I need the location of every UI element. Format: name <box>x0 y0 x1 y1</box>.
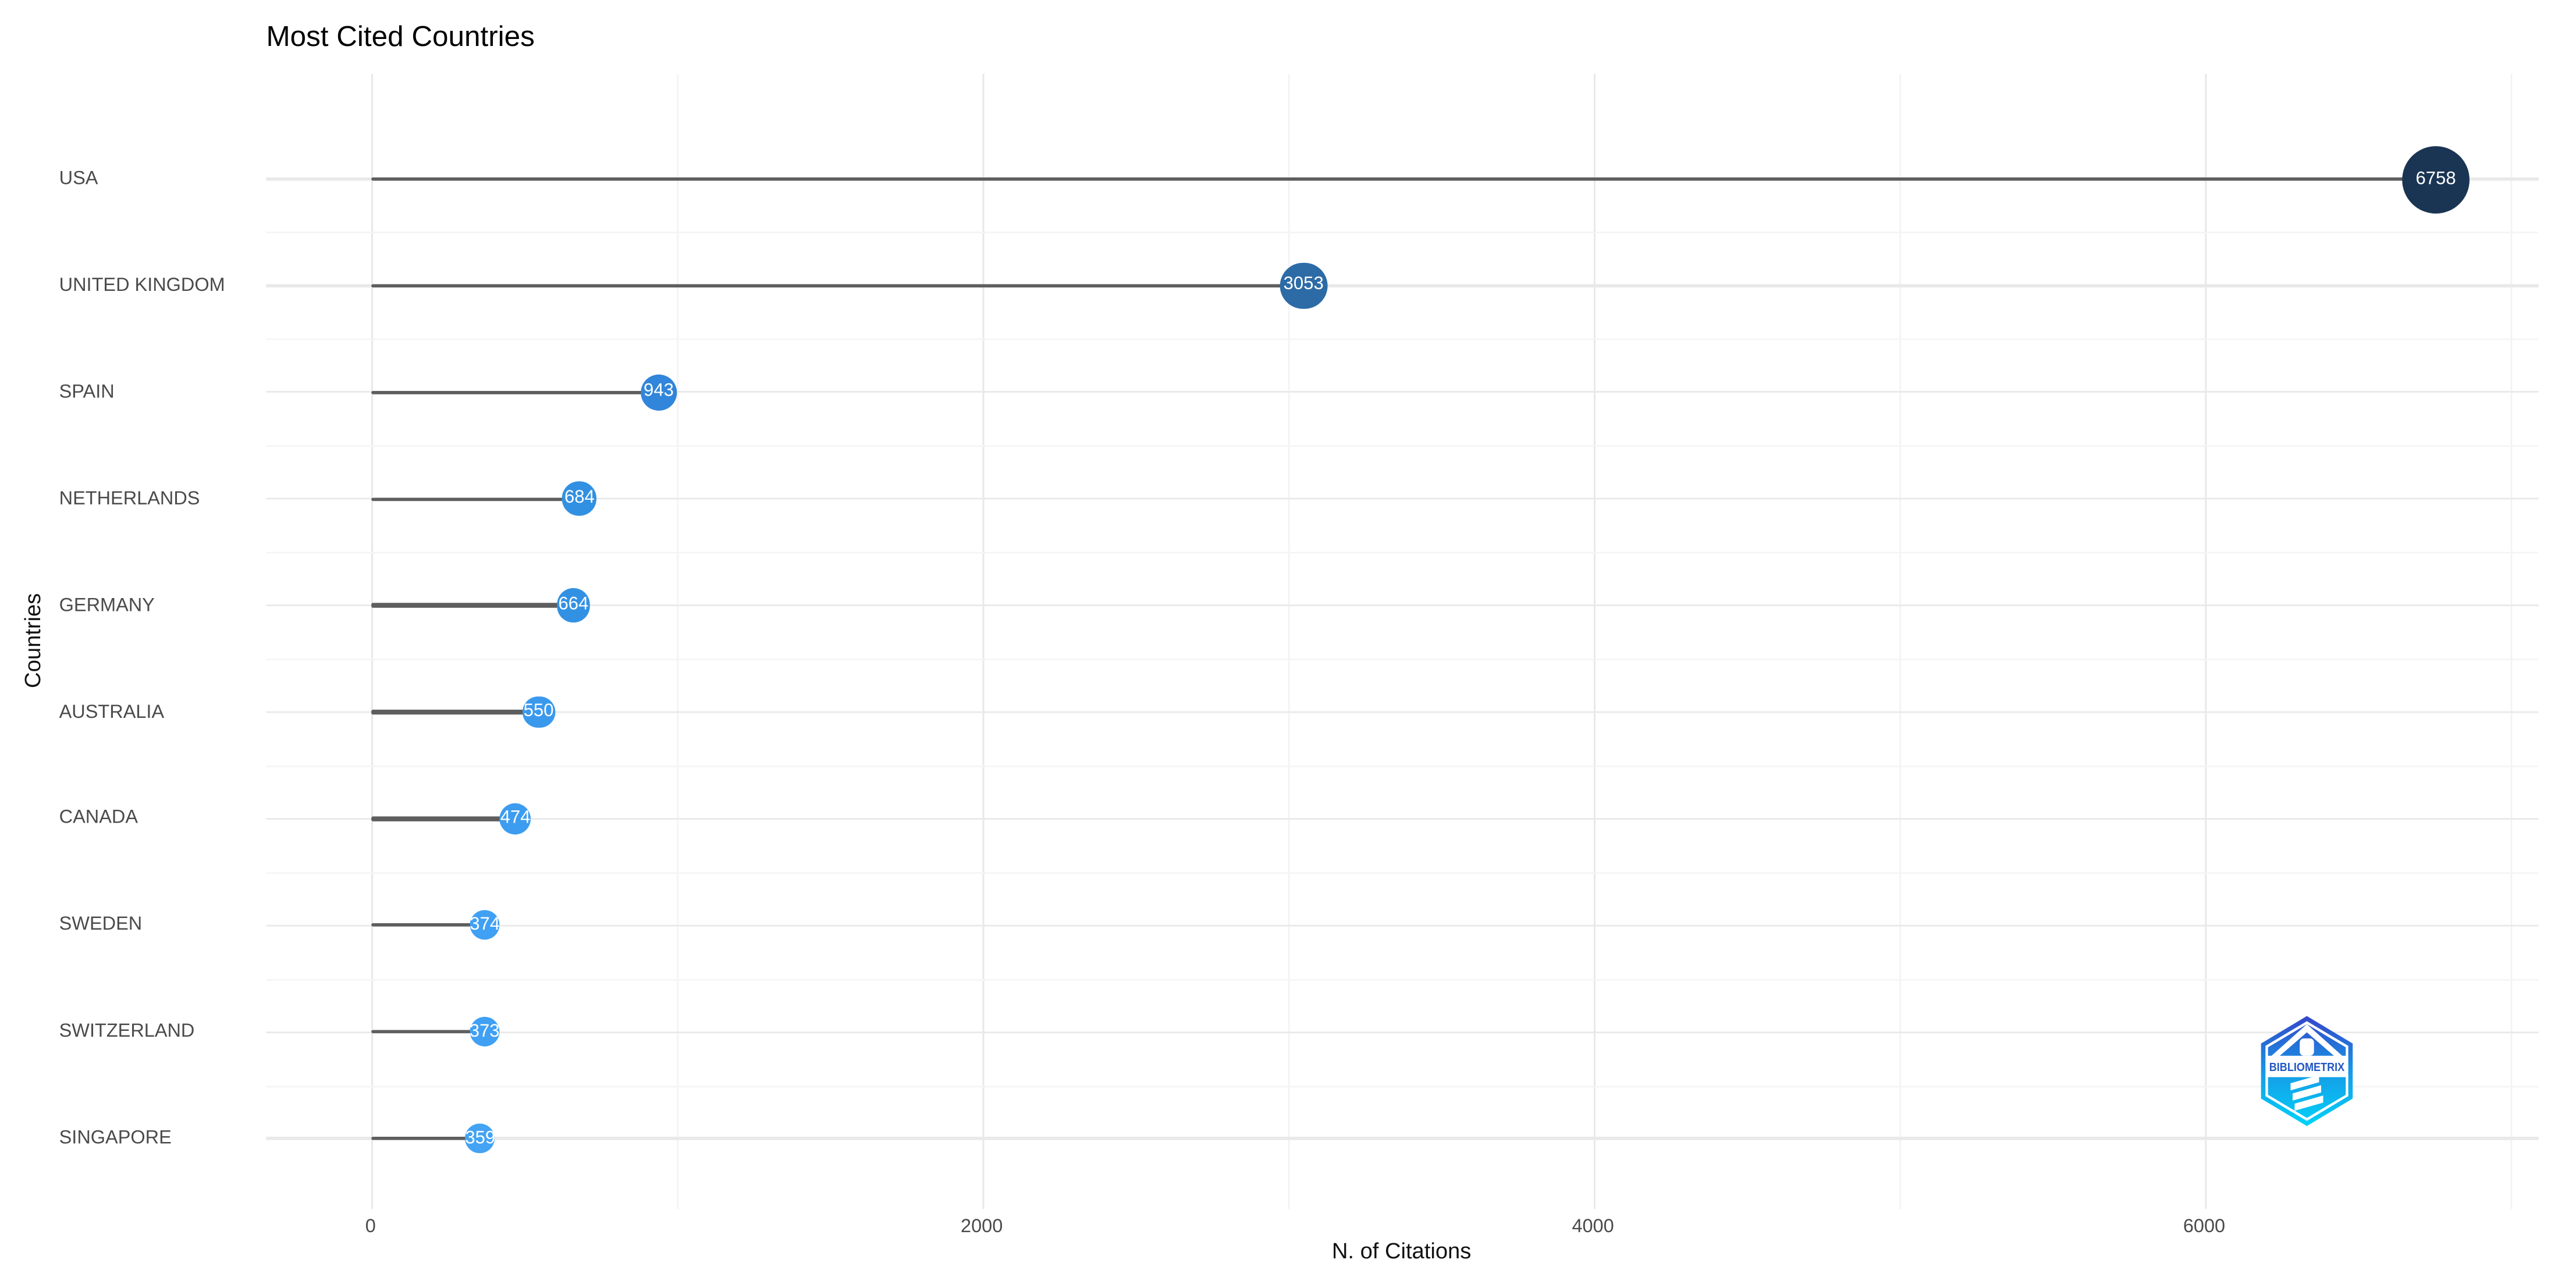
data-point-value: 474 <box>500 807 531 828</box>
data-point-value: 943 <box>644 381 674 401</box>
gridline-horizontal-major <box>266 817 2539 820</box>
gridline-horizontal-major <box>266 711 2539 714</box>
gridline-horizontal-major <box>266 1137 2539 1140</box>
logo-tower-stripe-1 <box>2290 1075 2319 1091</box>
gridline-vertical-major <box>370 74 373 1209</box>
country-label: AUSTRALIA <box>59 702 165 723</box>
gridline-vertical-major <box>982 74 985 1209</box>
data-point-bubble: 550 <box>522 696 555 728</box>
gridline-horizontal-major <box>266 604 2539 607</box>
logo-text: BIBLIOMETRIX <box>2269 1061 2345 1074</box>
gridline-vertical-minor <box>1898 74 1900 1209</box>
logo-tower-stripe-2 <box>2292 1085 2321 1101</box>
data-point-value: 664 <box>558 595 589 615</box>
lollipop-stem <box>370 603 574 608</box>
gridline-vertical-minor <box>1287 74 1289 1209</box>
data-point-value: 374 <box>470 915 500 935</box>
logo-hexagon-inner-border <box>2265 1021 2348 1121</box>
gridline-horizontal-major <box>266 284 2539 287</box>
data-point-bubble: 3053 <box>1280 262 1327 309</box>
x-tick-label: 4000 <box>1572 1217 1614 1237</box>
bibliometrix-logo: BIBLIOMETRIX <box>2261 1016 2353 1126</box>
lollipop-stem <box>370 390 659 394</box>
data-point-bubble: 684 <box>562 482 597 516</box>
lollipop-stem <box>370 497 580 501</box>
data-point-bubble: 664 <box>556 588 591 622</box>
data-point-value: 550 <box>523 701 554 721</box>
country-label: UNITED KINGDOM <box>59 276 225 296</box>
plot-panel: 6758 3053 943 684 664 550 474 374 373 359 <box>266 74 2539 1209</box>
gridline-horizontal-major <box>266 497 2539 500</box>
lollipop-stem <box>370 710 539 714</box>
x-axis-title: N. of Citations <box>1331 1239 1472 1264</box>
lollipop-stem <box>370 923 485 927</box>
data-point-bubble: 359 <box>465 1123 496 1154</box>
gridline-horizontal-minor <box>266 979 2539 981</box>
data-point-bubble: 373 <box>469 1017 500 1047</box>
gridline-horizontal-minor <box>266 659 2539 661</box>
country-label: SINGAPORE <box>59 1129 172 1149</box>
gridline-horizontal-major <box>266 1030 2539 1033</box>
x-tick-label: 6000 <box>2183 1217 2226 1237</box>
country-label: SWITZERLAND <box>59 1022 195 1042</box>
lollipop-stem <box>370 1136 481 1141</box>
data-point-value: 3053 <box>1283 275 1324 295</box>
chart-title: Most Cited Countries <box>266 19 535 53</box>
x-tick-label: 0 <box>365 1217 376 1237</box>
logo-band <box>2266 1055 2347 1077</box>
gridline-vertical-minor <box>2510 74 2512 1209</box>
lollipop-stem <box>370 817 516 821</box>
data-point-bubble: 943 <box>640 373 677 411</box>
gridline-horizontal-major <box>266 924 2539 927</box>
y-axis-title: Countries <box>20 593 45 688</box>
gridline-horizontal-major <box>266 391 2539 394</box>
gridline-vertical-major <box>1593 74 1596 1209</box>
gridline-horizontal-minor <box>266 445 2539 447</box>
gridline-horizontal-minor <box>266 339 2539 341</box>
lollipop-stem <box>370 177 2436 182</box>
data-point-value: 373 <box>469 1021 500 1041</box>
logo-tower-stripe-3 <box>2294 1095 2323 1111</box>
gridline-horizontal-minor <box>266 765 2539 767</box>
country-label: USA <box>59 169 98 189</box>
x-tick-label: 2000 <box>961 1217 1003 1237</box>
gridline-horizontal-minor <box>266 552 2539 554</box>
gridline-horizontal-minor <box>266 1085 2539 1087</box>
gridline-vertical-minor <box>676 74 678 1209</box>
country-label: SPAIN <box>59 382 115 403</box>
logo-lighthouse-lamp <box>2300 1038 2314 1056</box>
data-point-bubble: 374 <box>470 910 500 940</box>
gridline-horizontal-minor <box>266 871 2539 874</box>
lollipop-stem <box>370 1030 485 1034</box>
country-label: GERMANY <box>59 595 155 615</box>
data-point-bubble: 474 <box>499 803 531 835</box>
gridline-vertical-major <box>2204 74 2207 1209</box>
data-point-value: 6758 <box>2415 168 2456 188</box>
data-point-bubble: 6758 <box>2402 145 2470 213</box>
data-point-value: 684 <box>564 488 595 508</box>
gridline-horizontal-minor <box>266 232 2539 234</box>
country-label: NETHERLANDS <box>59 489 200 509</box>
country-label: SWEDEN <box>59 915 143 935</box>
country-label: CANADA <box>59 809 138 829</box>
lollipop-stem <box>370 283 1304 288</box>
data-point-value: 359 <box>465 1127 496 1148</box>
